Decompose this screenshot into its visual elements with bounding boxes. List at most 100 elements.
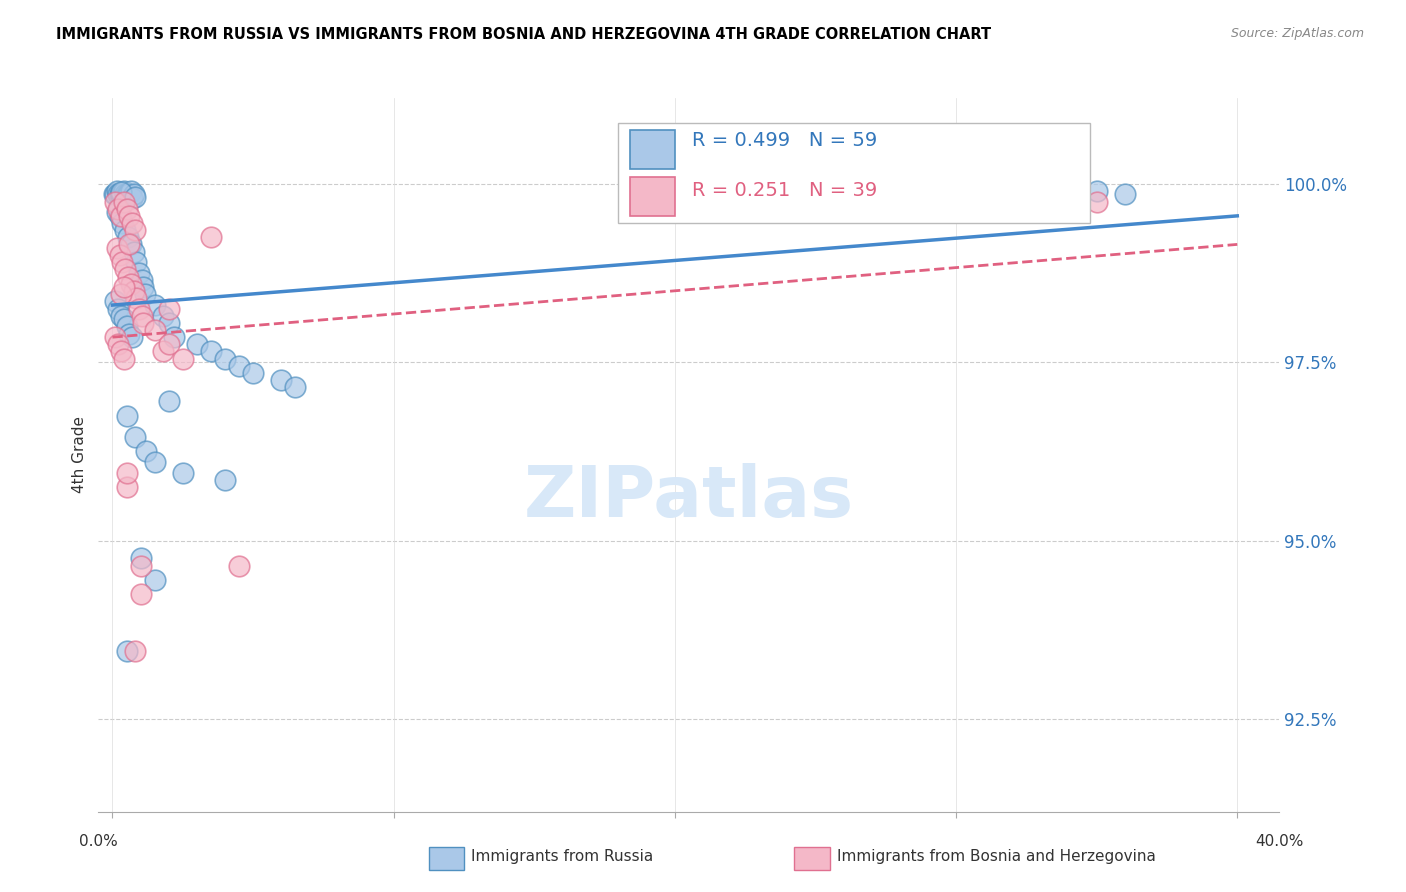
- Point: [107, 202, 129, 216]
- Point: [214, 351, 236, 366]
- Point: [125, 291, 148, 305]
- Point: [105, 205, 128, 219]
- Point: [122, 284, 145, 298]
- Point: [152, 344, 174, 359]
- Point: [115, 644, 138, 658]
- Point: [114, 262, 136, 277]
- Point: [152, 309, 174, 323]
- Point: [125, 255, 148, 269]
- Point: [129, 558, 152, 573]
- Text: ZIPatlas: ZIPatlas: [524, 463, 853, 533]
- Point: [103, 187, 125, 202]
- Point: [242, 366, 264, 380]
- Point: [111, 216, 134, 230]
- Point: [118, 326, 141, 341]
- Point: [172, 466, 194, 480]
- Point: [143, 298, 166, 312]
- Point: [117, 230, 139, 244]
- Point: [118, 209, 141, 223]
- Point: [284, 380, 307, 394]
- Point: [112, 280, 135, 294]
- Point: [124, 189, 146, 203]
- Point: [108, 187, 131, 202]
- Point: [120, 277, 142, 291]
- Point: [115, 466, 138, 480]
- Point: [128, 301, 150, 316]
- Point: [122, 187, 145, 202]
- Point: [134, 287, 156, 301]
- Text: Immigrants from Russia: Immigrants from Russia: [471, 849, 654, 863]
- Point: [143, 323, 166, 337]
- Point: [104, 187, 127, 202]
- Point: [157, 301, 180, 316]
- Point: [121, 191, 143, 205]
- Point: [108, 209, 131, 223]
- Point: [104, 330, 127, 344]
- Point: [172, 351, 194, 366]
- Point: [1114, 187, 1136, 202]
- Point: [122, 244, 145, 259]
- Point: [214, 473, 236, 487]
- Point: [124, 644, 146, 658]
- Point: [104, 194, 127, 209]
- Point: [112, 194, 135, 209]
- FancyBboxPatch shape: [630, 130, 675, 169]
- Point: [120, 237, 142, 252]
- Point: [111, 187, 134, 202]
- Point: [143, 573, 166, 587]
- Point: [132, 316, 155, 330]
- Point: [200, 230, 222, 244]
- Point: [131, 309, 153, 323]
- Point: [111, 255, 134, 269]
- Point: [200, 344, 222, 359]
- Point: [107, 187, 129, 202]
- Point: [228, 558, 250, 573]
- Point: [135, 444, 157, 458]
- Point: [128, 266, 150, 280]
- Point: [115, 187, 138, 202]
- Point: [114, 223, 136, 237]
- Y-axis label: 4th Grade: 4th Grade: [72, 417, 87, 493]
- Point: [107, 301, 129, 316]
- FancyBboxPatch shape: [619, 123, 1091, 223]
- Point: [114, 187, 136, 202]
- Text: Immigrants from Bosnia and Herzegovina: Immigrants from Bosnia and Herzegovina: [837, 849, 1156, 863]
- Point: [110, 287, 132, 301]
- Point: [115, 409, 138, 423]
- Point: [115, 480, 138, 494]
- Point: [110, 187, 132, 202]
- Text: Source: ZipAtlas.com: Source: ZipAtlas.com: [1230, 27, 1364, 40]
- Point: [115, 319, 138, 334]
- Text: R = 0.499   N = 59: R = 0.499 N = 59: [693, 131, 877, 151]
- Point: [129, 587, 152, 601]
- Point: [157, 337, 180, 351]
- Point: [112, 351, 135, 366]
- Text: IMMIGRANTS FROM RUSSIA VS IMMIGRANTS FROM BOSNIA AND HERZEGOVINA 4TH GRADE CORRE: IMMIGRANTS FROM RUSSIA VS IMMIGRANTS FRO…: [56, 27, 991, 42]
- Point: [117, 187, 139, 202]
- Point: [124, 223, 146, 237]
- Text: 40.0%: 40.0%: [1256, 834, 1303, 849]
- Point: [117, 269, 139, 284]
- Point: [108, 248, 131, 262]
- Point: [105, 184, 128, 198]
- Point: [121, 216, 143, 230]
- Point: [115, 202, 138, 216]
- Point: [163, 330, 186, 344]
- FancyBboxPatch shape: [630, 177, 675, 216]
- Point: [131, 273, 153, 287]
- Point: [120, 184, 142, 198]
- Point: [129, 551, 152, 566]
- Point: [105, 241, 128, 255]
- Point: [157, 394, 180, 409]
- Point: [107, 337, 129, 351]
- Point: [112, 184, 135, 198]
- Point: [121, 330, 143, 344]
- Point: [228, 359, 250, 373]
- Point: [124, 430, 146, 444]
- Point: [110, 209, 132, 223]
- Point: [143, 455, 166, 469]
- Point: [110, 309, 132, 323]
- Text: 0.0%: 0.0%: [79, 834, 118, 849]
- Point: [110, 186, 132, 200]
- Point: [112, 312, 135, 326]
